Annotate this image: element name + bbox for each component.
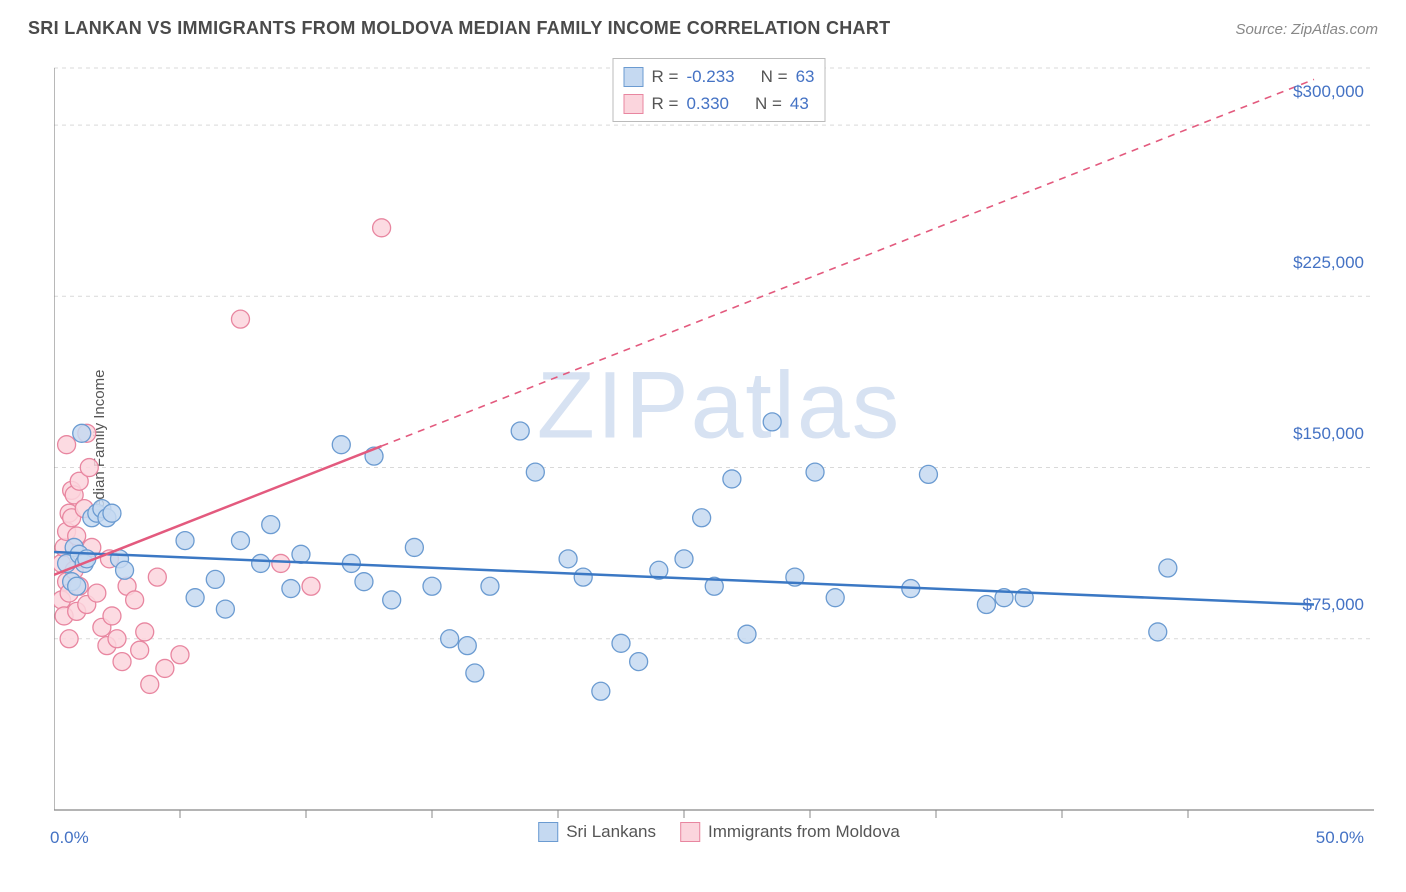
r-label: R = — [652, 90, 679, 117]
y-tick-label: $75,000 — [1303, 595, 1364, 615]
legend-swatch-blue — [538, 822, 558, 842]
legend-label: Immigrants from Moldova — [708, 822, 900, 842]
y-tick-label: $300,000 — [1293, 82, 1364, 102]
r-value: -0.233 — [686, 63, 734, 90]
y-tick-label: $150,000 — [1293, 424, 1364, 444]
n-value: 43 — [790, 90, 809, 117]
n-value: 63 — [796, 63, 815, 90]
n-label: N = — [755, 90, 782, 117]
legend-swatch-pink — [624, 94, 644, 114]
legend-row-1: R = -0.233 N = 63 — [624, 63, 815, 90]
series-legend: Sri Lankans Immigrants from Moldova — [538, 822, 900, 842]
x-tick-label: 50.0% — [1316, 828, 1364, 848]
chart-title: SRI LANKAN VS IMMIGRANTS FROM MOLDOVA ME… — [28, 18, 890, 39]
source-attribution: Source: ZipAtlas.com — [1235, 21, 1378, 38]
r-value: 0.330 — [686, 90, 729, 117]
x-tick-label: 0.0% — [50, 828, 89, 848]
legend-item-2: Immigrants from Moldova — [680, 822, 900, 842]
legend-label: Sri Lankans — [566, 822, 656, 842]
legend-item-1: Sri Lankans — [538, 822, 656, 842]
y-tick-label: $225,000 — [1293, 253, 1364, 273]
chart-area: Median Family Income ZIPatlas R = -0.233… — [54, 50, 1384, 840]
legend-swatch-pink — [680, 822, 700, 842]
r-label: R = — [652, 63, 679, 90]
legend-swatch-blue — [624, 67, 644, 87]
legend-row-2: R = 0.330 N = 43 — [624, 90, 815, 117]
header: SRI LANKAN VS IMMIGRANTS FROM MOLDOVA ME… — [28, 18, 1378, 39]
n-label: N = — [761, 63, 788, 90]
correlation-legend: R = -0.233 N = 63 R = 0.330 N = 43 — [613, 58, 826, 122]
scatter-plot — [54, 50, 1384, 840]
